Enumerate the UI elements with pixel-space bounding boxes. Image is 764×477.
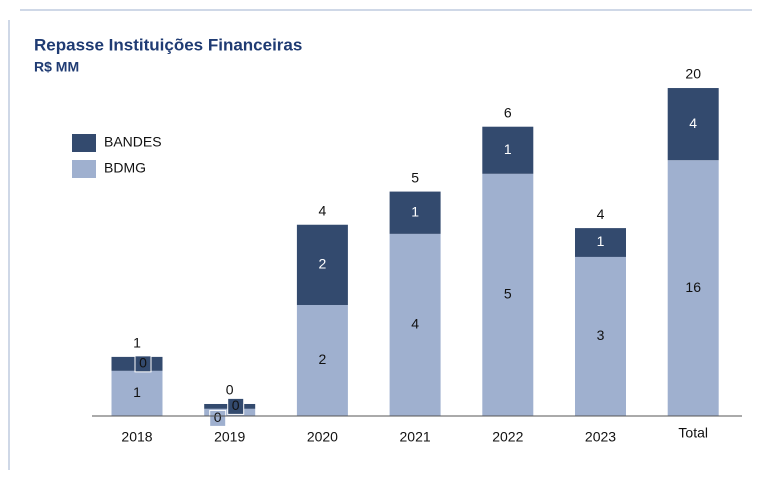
legend-swatch [72, 160, 96, 178]
value-label: 1 [504, 141, 512, 157]
value-label: 2 [319, 256, 327, 272]
x-tick-label: 2022 [492, 429, 523, 445]
x-tick-label: 2021 [400, 429, 431, 445]
bar-segment [296, 304, 348, 416]
bar-segment [296, 224, 348, 305]
value-label: 1 [411, 203, 419, 219]
bar-segment [482, 126, 534, 174]
value-label: 2 [319, 351, 327, 367]
legend-label: BDMG [104, 160, 146, 176]
value-label: 0 [232, 397, 240, 413]
x-tick-label: 2019 [214, 429, 245, 445]
total-label: 20 [685, 66, 701, 82]
total-label: 0 [226, 382, 234, 398]
bar-segment [482, 173, 534, 416]
bar-segment [667, 88, 719, 161]
value-label: 0 [214, 409, 222, 425]
value-label: 4 [411, 316, 419, 332]
bar-segment [667, 160, 719, 416]
x-tick-label: 2020 [307, 429, 338, 445]
value-label: 3 [597, 327, 605, 343]
label-box [134, 355, 152, 373]
value-label: 1 [597, 233, 605, 249]
total-label: 6 [504, 104, 512, 120]
x-tick-label: 2023 [585, 429, 616, 445]
total-label: 4 [319, 202, 327, 218]
bar-segment [575, 256, 626, 416]
value-label: 5 [504, 286, 512, 302]
bar-segment [575, 228, 626, 257]
value-label: 16 [685, 279, 701, 295]
x-tick-label: Total [678, 425, 708, 441]
chart-subtitle: R$ MM [34, 59, 79, 75]
total-label: 1 [133, 335, 141, 351]
value-label: 4 [689, 115, 697, 131]
chart-title: Repasse Instituições Financeiras [34, 35, 302, 54]
total-label: 4 [597, 206, 605, 222]
bar-segment [111, 370, 163, 416]
bar-segment [389, 233, 441, 416]
legend-label: BANDES [104, 134, 162, 150]
total-label: 5 [411, 169, 419, 185]
label-box [227, 397, 245, 415]
label-box [209, 409, 227, 427]
value-label: 1 [133, 384, 141, 400]
x-tick-label: 2018 [121, 429, 152, 445]
value-label: 0 [139, 355, 147, 371]
bar-segment [389, 191, 441, 234]
legend-swatch [72, 134, 96, 152]
